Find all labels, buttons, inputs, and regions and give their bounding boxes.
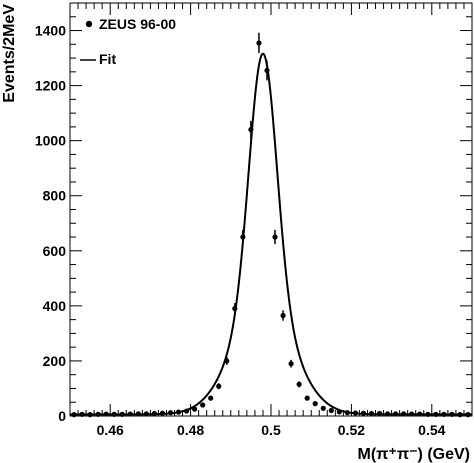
plot-frame xyxy=(69,2,473,417)
data-point xyxy=(376,410,383,417)
data-point xyxy=(264,67,270,74)
data-point xyxy=(417,411,423,417)
data-point xyxy=(127,411,133,417)
data-point xyxy=(296,381,302,387)
data-point xyxy=(256,40,262,46)
data-point xyxy=(272,234,278,240)
data-point xyxy=(401,411,407,417)
data-point xyxy=(159,410,166,416)
data-point xyxy=(393,411,399,417)
data-point xyxy=(143,411,149,417)
x-tick-label: 0.54 xyxy=(418,422,445,438)
x-tick-label: 0.52 xyxy=(338,422,365,438)
data-point xyxy=(95,411,101,417)
data-point xyxy=(224,358,230,364)
x-tick-label: 0.48 xyxy=(177,422,204,438)
y-tick-label: 800 xyxy=(43,188,67,204)
data-point xyxy=(135,411,141,417)
data-point xyxy=(183,408,190,414)
data-point xyxy=(312,401,318,407)
y-tick-label: 600 xyxy=(43,243,67,259)
legend-marker-zeus xyxy=(85,20,93,28)
legend-label-zeus: ZEUS 96-00 xyxy=(99,16,176,32)
data-point xyxy=(200,402,206,408)
data-point xyxy=(288,361,294,367)
data-point xyxy=(328,407,334,414)
fit-curve-layer xyxy=(70,52,472,416)
plot-border xyxy=(69,2,473,417)
y-tick-label: 1400 xyxy=(35,23,66,39)
x-tick-label: 0.46 xyxy=(97,422,124,438)
data-point xyxy=(87,412,93,418)
y-tick-label: 200 xyxy=(43,353,67,369)
y-tick-label: 0 xyxy=(58,408,66,424)
data-point xyxy=(425,411,431,417)
data-point xyxy=(79,411,85,417)
data-point xyxy=(336,409,342,415)
data-point xyxy=(151,410,158,417)
fit-curve xyxy=(70,52,472,416)
data-point xyxy=(111,411,117,417)
data-point xyxy=(304,395,310,401)
data-point xyxy=(175,409,182,415)
data-point xyxy=(433,411,439,417)
data-point xyxy=(119,411,125,417)
data-point xyxy=(320,405,326,411)
data-point xyxy=(360,410,367,416)
data-point xyxy=(457,412,463,418)
legend-label-fit: Fit xyxy=(99,51,116,67)
data-point xyxy=(368,410,375,417)
data-points-layer xyxy=(71,32,471,418)
data-point xyxy=(352,410,359,416)
data-point xyxy=(71,412,77,418)
y-axis-title: Events/2MeV xyxy=(1,4,18,103)
axis-ticks: 0 200 400 600 800 1000 1200 1400 0.46 0.48 0.5 0.52… xyxy=(35,2,472,438)
data-point xyxy=(384,411,391,417)
x-axis-title: M(π⁺π⁻) (GeV) xyxy=(358,446,471,463)
data-point xyxy=(192,406,198,412)
data-point xyxy=(208,395,214,401)
data-point xyxy=(409,411,415,417)
data-point xyxy=(280,312,286,319)
y-tick-label: 400 xyxy=(43,298,67,314)
x-tick-label: 0.5 xyxy=(261,422,281,438)
data-point xyxy=(248,127,254,133)
data-point xyxy=(103,411,109,417)
y-tick-label: 1200 xyxy=(35,78,66,94)
data-point xyxy=(449,411,455,417)
data-point xyxy=(344,410,350,416)
data-point xyxy=(232,306,238,312)
legend: ZEUS 96-00 Fit xyxy=(80,16,176,67)
y-tick-label: 1000 xyxy=(35,133,66,149)
data-point xyxy=(441,411,447,417)
data-point xyxy=(167,410,174,416)
data-point xyxy=(240,234,246,240)
data-point xyxy=(465,412,471,418)
data-point xyxy=(216,383,222,389)
